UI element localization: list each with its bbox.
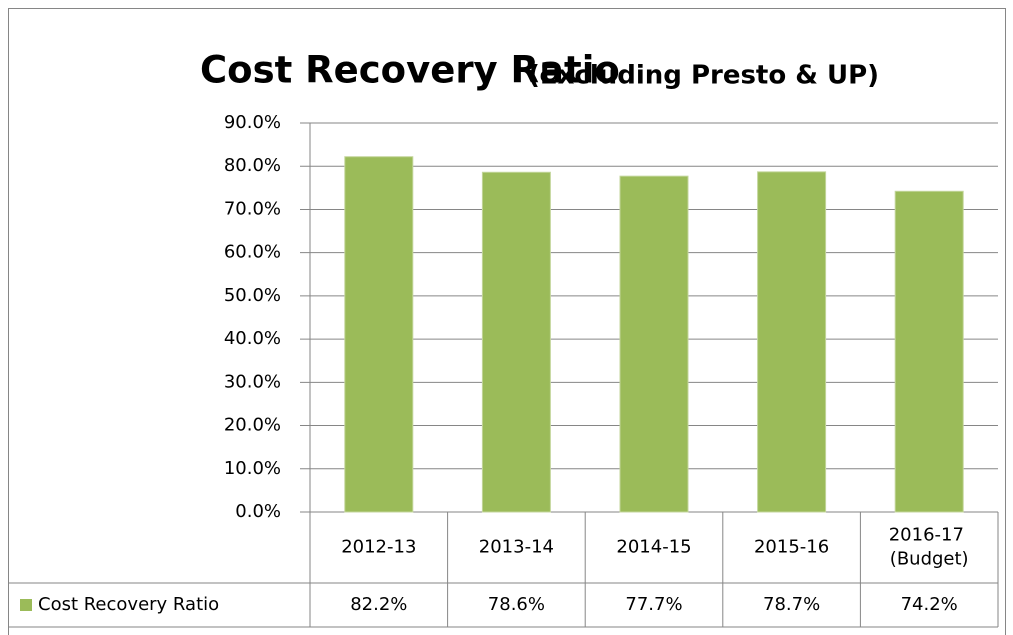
- y-tick-label: 40.0%: [224, 328, 281, 349]
- value-label: 78.7%: [763, 594, 820, 615]
- bar: [894, 190, 964, 513]
- bar: [481, 171, 551, 513]
- chart-subtitle: (Excluding Presto & UP): [528, 61, 879, 91]
- bar: [344, 156, 414, 513]
- y-tick-label: 80.0%: [224, 155, 281, 176]
- y-tick-label: 50.0%: [224, 285, 281, 306]
- x-tick-label: 2012-13: [341, 537, 416, 558]
- bar: [619, 175, 689, 513]
- value-label: 78.6%: [488, 594, 545, 615]
- chart-title: Cost Recovery Ratio: [200, 49, 620, 92]
- x-tick-label: 2013-14: [479, 537, 554, 558]
- y-tick-label: 70.0%: [224, 198, 281, 219]
- value-label: 77.7%: [625, 594, 682, 615]
- y-tick-label: 0.0%: [235, 501, 281, 522]
- legend-label: Cost Recovery Ratio: [38, 594, 219, 615]
- y-tick-label: 30.0%: [224, 371, 281, 392]
- value-label: 74.2%: [901, 594, 958, 615]
- legend-swatch: [20, 599, 32, 611]
- x-tick-label: 2015-16: [754, 537, 829, 558]
- x-tick-label: 2014-15: [616, 537, 691, 558]
- y-tick-label: 90.0%: [224, 112, 281, 133]
- value-label: 82.2%: [350, 594, 407, 615]
- y-tick-label: 60.0%: [224, 242, 281, 263]
- x-tick-label: 2016-17 (Budget): [889, 525, 970, 570]
- y-tick-label: 10.0%: [224, 458, 281, 479]
- y-tick-label: 20.0%: [224, 415, 281, 436]
- bar: [757, 171, 827, 513]
